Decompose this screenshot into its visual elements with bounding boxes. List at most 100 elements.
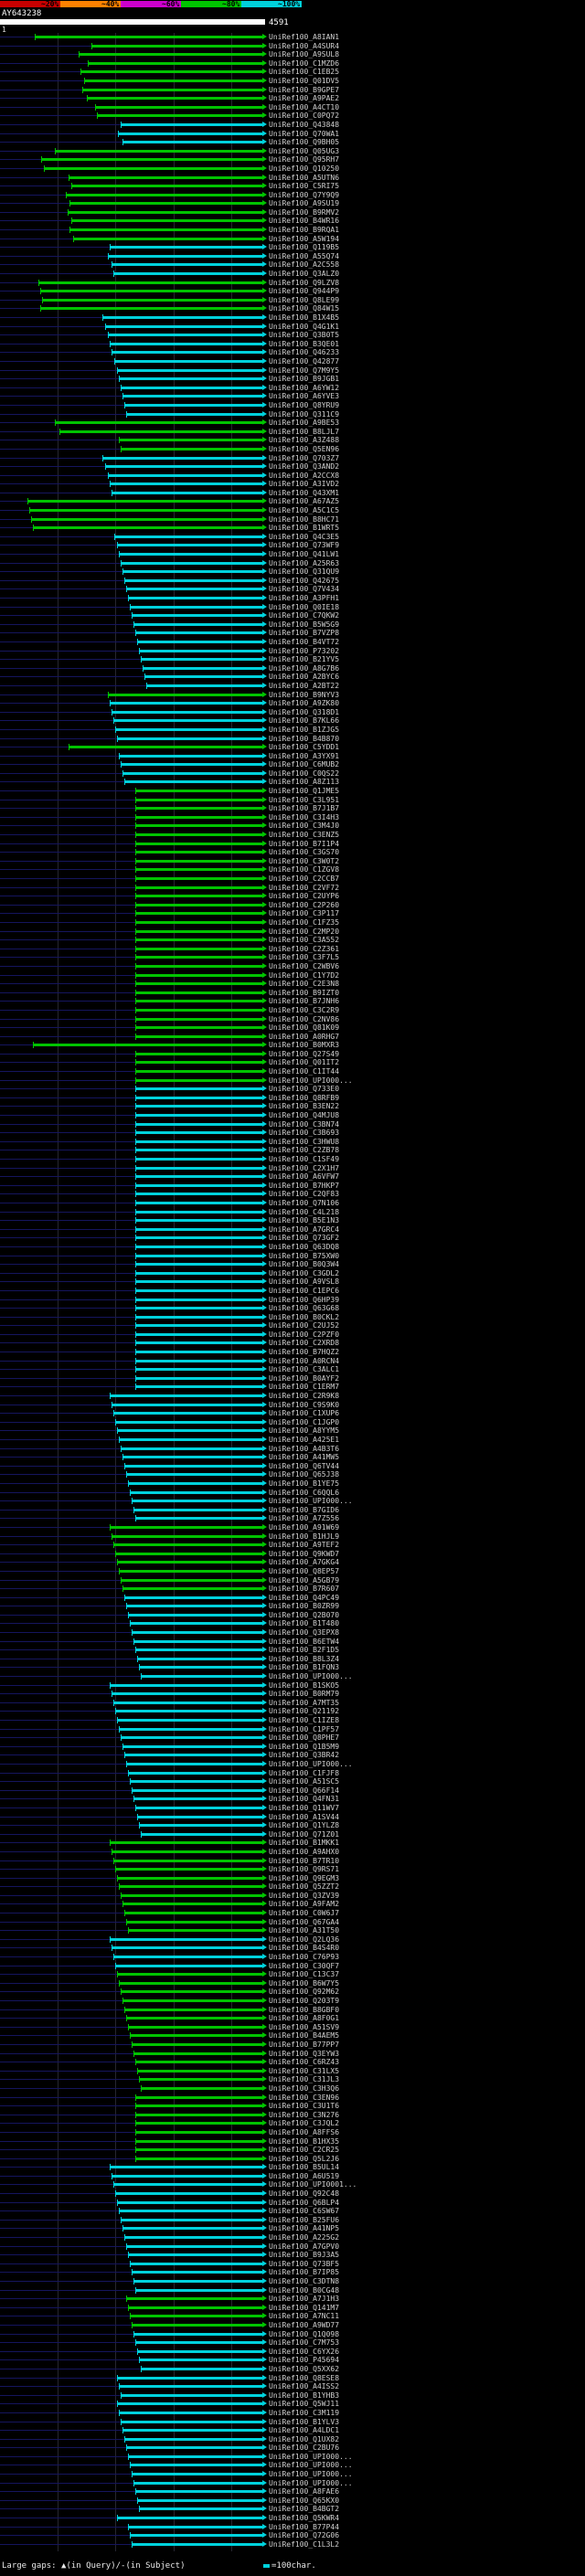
alignment-label[interactable]: UniRef100_A2BT22 <box>269 681 340 690</box>
alignment-bar[interactable] <box>135 1114 262 1118</box>
alignment-label[interactable]: UniRef100_Q3EYW3 <box>269 2049 340 2058</box>
alignment-bar[interactable] <box>117 2376 262 2380</box>
alignment-bar[interactable] <box>117 2200 262 2204</box>
alignment-label[interactable]: UniRef100_A4ISS2 <box>269 2382 340 2391</box>
alignment-bar[interactable] <box>135 1122 262 1126</box>
alignment-label[interactable]: UniRef100_C6RZ43 <box>269 2058 340 2067</box>
alignment-label[interactable]: UniRef100_Q1UX82 <box>269 2434 340 2443</box>
alignment-label[interactable]: UniRef100_B0Q3W4 <box>269 1260 340 1269</box>
alignment-bar[interactable] <box>55 421 262 425</box>
alignment-label[interactable]: UniRef100_B7GID6 <box>269 1505 340 1514</box>
alignment-bar[interactable] <box>117 737 262 740</box>
alignment-label[interactable]: UniRef100_C1MZD6 <box>269 58 340 68</box>
alignment-bar[interactable] <box>97 114 262 118</box>
alignment-label[interactable]: UniRef100_C3GS70 <box>269 848 340 857</box>
alignment-label[interactable]: UniRef100_C76P93 <box>269 1953 340 1962</box>
alignment-label[interactable]: UniRef100_A1SV44 <box>269 1812 340 1821</box>
alignment-bar[interactable] <box>119 553 262 557</box>
alignment-label[interactable]: UniRef100_Q65KX0 <box>269 2496 340 2505</box>
alignment-label[interactable]: UniRef100_C3BN74 <box>269 1119 340 1129</box>
alignment-bar[interactable] <box>132 614 262 618</box>
alignment-label[interactable]: UniRef100_C2CR25 <box>269 2146 340 2155</box>
alignment-bar[interactable] <box>135 1166 262 1170</box>
alignment-label[interactable]: UniRef100_Q31QU9 <box>269 567 340 577</box>
alignment-bar[interactable] <box>135 982 262 986</box>
alignment-label[interactable]: UniRef100_Q9RS71 <box>269 1865 340 1874</box>
alignment-label[interactable]: UniRef100_C3B693 <box>269 1129 340 1138</box>
alignment-label[interactable]: UniRef100_Q73WF9 <box>269 541 340 550</box>
alignment-label[interactable]: UniRef100_Q1B5M9 <box>269 1742 340 1751</box>
alignment-label[interactable]: UniRef100_C2VF72 <box>269 883 340 892</box>
alignment-bar[interactable] <box>82 88 262 91</box>
alignment-bar[interactable] <box>135 1245 262 1248</box>
alignment-bar[interactable] <box>117 1429 262 1433</box>
alignment-bar[interactable] <box>135 1236 262 1240</box>
alignment-bar[interactable] <box>135 1227 262 1231</box>
alignment-label[interactable]: UniRef100_A2C558 <box>269 260 340 270</box>
alignment-bar[interactable] <box>128 1771 262 1775</box>
alignment-bar[interactable] <box>117 1561 262 1564</box>
alignment-bar[interactable] <box>132 2042 262 2046</box>
alignment-label[interactable]: UniRef100_A25R63 <box>269 558 340 567</box>
alignment-bar[interactable] <box>124 1595 262 1599</box>
alignment-bar[interactable] <box>126 1473 262 1477</box>
alignment-label[interactable]: UniRef100_C2MP20 <box>269 927 340 936</box>
alignment-bar[interactable] <box>135 938 262 942</box>
alignment-label[interactable]: UniRef100_Q43XM1 <box>269 488 340 497</box>
alignment-label[interactable]: UniRef100_Q72G06 <box>269 2531 340 2540</box>
alignment-bar[interactable] <box>79 53 262 57</box>
alignment-label[interactable]: UniRef100_C3L951 <box>269 795 340 804</box>
alignment-label[interactable]: UniRef100_B1HX35 <box>269 2136 340 2146</box>
alignment-label[interactable]: UniRef100_A7GRC4 <box>269 1224 340 1234</box>
alignment-bar[interactable] <box>135 973 262 977</box>
alignment-bar[interactable] <box>121 122 262 126</box>
alignment-label[interactable]: UniRef100_B7VZP8 <box>269 629 340 638</box>
alignment-label[interactable]: UniRef100_B9RQA1 <box>269 226 340 235</box>
alignment-label[interactable]: UniRef100_A51SV9 <box>269 2022 340 2031</box>
alignment-label[interactable]: UniRef100_C1PF57 <box>269 1724 340 1733</box>
alignment-bar[interactable] <box>135 1105 262 1108</box>
alignment-label[interactable]: UniRef100_Q9LZV8 <box>269 278 340 287</box>
alignment-label[interactable]: UniRef100_C3EN96 <box>269 2093 340 2102</box>
alignment-bar[interactable] <box>135 1315 262 1319</box>
alignment-bar[interactable] <box>130 1490 262 1494</box>
alignment-label[interactable]: UniRef100_A5UTN6 <box>269 173 340 182</box>
alignment-label[interactable]: UniRef100_B1ZJG5 <box>269 725 340 734</box>
alignment-label[interactable]: UniRef100_UPI000... <box>269 2478 353 2487</box>
alignment-bar[interactable] <box>117 368 262 372</box>
alignment-label[interactable]: UniRef100_C7M753 <box>269 2338 340 2348</box>
alignment-bar[interactable] <box>135 807 262 811</box>
alignment-label[interactable]: UniRef100_C2X1H7 <box>269 1163 340 1172</box>
alignment-bar[interactable] <box>133 2280 262 2283</box>
alignment-label[interactable]: UniRef100_Q92M62 <box>269 1988 340 1997</box>
alignment-label[interactable]: UniRef100_A51SC5 <box>269 1777 340 1786</box>
alignment-label[interactable]: UniRef100_Q66F14 <box>269 1786 340 1795</box>
alignment-label[interactable]: UniRef100_A9AHX0 <box>269 1847 340 1856</box>
alignment-label[interactable]: UniRef100_B9IZT0 <box>269 988 340 997</box>
alignment-label[interactable]: UniRef100_B4WR16 <box>269 217 340 226</box>
alignment-bar[interactable] <box>135 2095 262 2099</box>
alignment-bar[interactable] <box>135 2341 262 2345</box>
alignment-bar[interactable] <box>130 1622 262 1626</box>
alignment-label[interactable]: UniRef100_Q311C9 <box>269 409 340 419</box>
alignment-bar[interactable] <box>124 2236 262 2240</box>
alignment-bar[interactable] <box>135 1078 262 1082</box>
alignment-label[interactable]: UniRef100_C1ZGV8 <box>269 865 340 875</box>
alignment-label[interactable]: UniRef100_UPI000... <box>269 1076 353 1085</box>
alignment-label[interactable]: UniRef100_C3ENZ5 <box>269 831 340 840</box>
alignment-bar[interactable] <box>135 2122 262 2125</box>
alignment-bar[interactable] <box>68 210 262 214</box>
alignment-label[interactable]: UniRef100_C1L3L2 <box>269 2539 340 2549</box>
alignment-bar[interactable] <box>135 2288 262 2292</box>
alignment-bar[interactable] <box>110 1525 262 1529</box>
alignment-label[interactable]: UniRef100_A7NC11 <box>269 2312 340 2321</box>
alignment-bar[interactable] <box>135 1210 262 1214</box>
alignment-label[interactable]: UniRef100_C1ERM7 <box>269 1383 340 1392</box>
alignment-label[interactable]: UniRef100_Q8LE99 <box>269 295 340 304</box>
alignment-bar[interactable] <box>132 2542 262 2546</box>
alignment-bar[interactable] <box>137 2069 262 2072</box>
alignment-label[interactable]: UniRef100_A7MT35 <box>269 1698 340 1707</box>
alignment-bar[interactable] <box>137 1657 262 1660</box>
alignment-label[interactable]: UniRef100_A4LDC1 <box>269 2426 340 2435</box>
alignment-bar[interactable] <box>135 1201 262 1204</box>
